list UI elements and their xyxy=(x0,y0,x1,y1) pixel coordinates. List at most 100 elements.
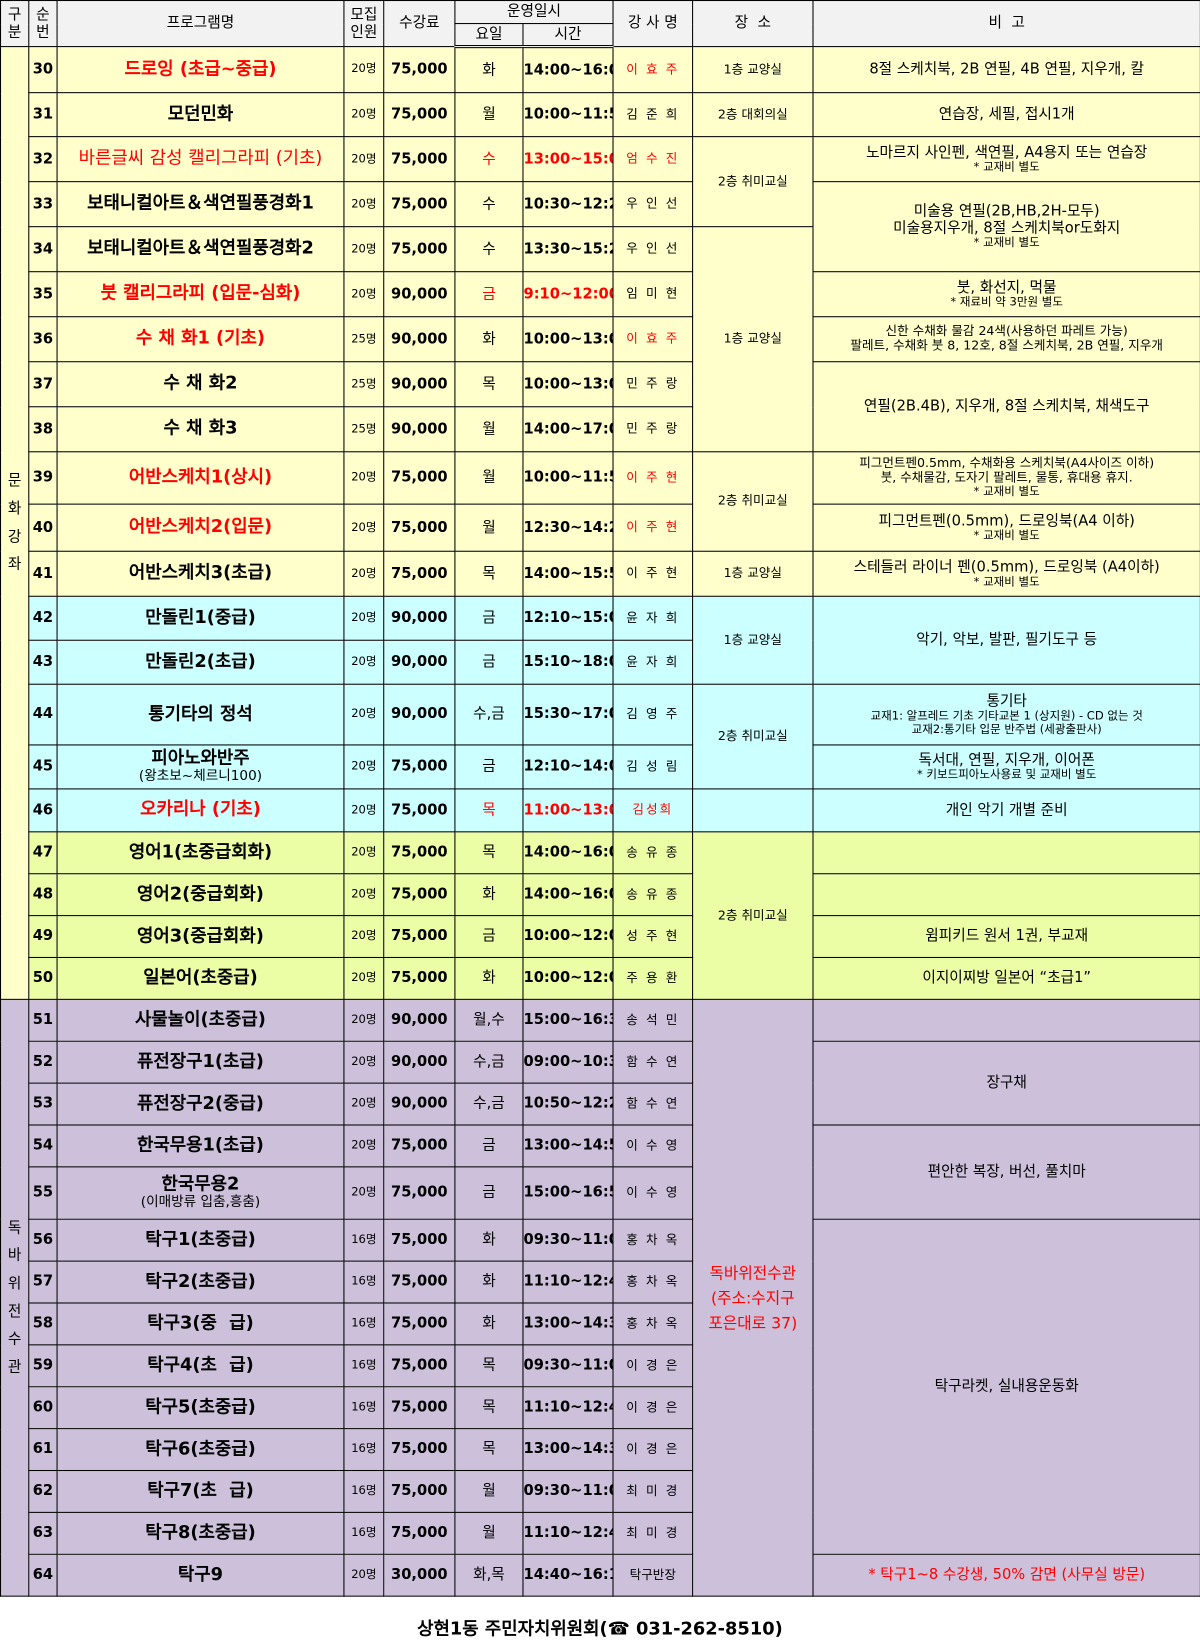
program-title: 한국무용2 xyxy=(161,1173,240,1195)
time: 9:10~12:00 xyxy=(522,271,614,318)
fee: 75,000 xyxy=(383,181,456,228)
program-name: 탁구5(초중급) xyxy=(56,1386,345,1430)
instructor: 이 경 은 xyxy=(612,1428,694,1472)
capacity: 20명 xyxy=(343,915,385,959)
capacity: 20명 xyxy=(343,831,385,875)
row-number: 57 xyxy=(28,1260,58,1304)
note-text: 신한 수채화 물감 24색(사용하던 파레트 가능) 팔레트, 수채화 붓 8,… xyxy=(850,323,1163,353)
day: 금 xyxy=(454,1166,524,1220)
time: 15:00~16:50 xyxy=(522,1166,614,1220)
program-name: 한국무용2 (이매방류 입춤,흥춤) xyxy=(56,1166,345,1220)
capacity: 16명 xyxy=(343,1344,385,1388)
location: 1층 교양실 xyxy=(692,46,814,94)
time: 13:00~14:30 xyxy=(522,1302,614,1346)
program-title: 수 채 화3 xyxy=(163,417,238,439)
row-number: 63 xyxy=(28,1511,58,1555)
program-name: 영어3(중급회화) xyxy=(56,915,345,959)
time: 13:30~15:20 xyxy=(522,226,614,273)
capacity: 20명 xyxy=(343,1040,385,1084)
fee: 75,000 xyxy=(383,92,456,138)
program-title: 어반스케치2(입문) xyxy=(128,516,273,538)
time: 09:30~11:00 xyxy=(522,1469,614,1513)
row-number: 37 xyxy=(28,361,58,408)
instructor: 민 주 랑 xyxy=(612,406,694,453)
day: 목 xyxy=(454,550,524,597)
note-subtext: * 교재비 별도 xyxy=(973,574,1040,589)
program-title: 퓨전장구2(중급) xyxy=(137,1092,264,1114)
note: 연습장, 세필, 접시1개 xyxy=(812,92,1200,138)
category-cell: 독 바 위 전 수 관 xyxy=(0,998,30,1597)
fee: 75,000 xyxy=(383,956,456,1000)
time: 14:00~17:00 xyxy=(522,406,614,453)
capacity: 25명 xyxy=(343,361,385,408)
note: 이지이찌방 일본어 “초급1” xyxy=(812,956,1200,1000)
program-title: 탁구8(초중급) xyxy=(145,1522,256,1543)
fee: 90,000 xyxy=(383,271,456,318)
time: 14:00~16:00 xyxy=(522,831,614,875)
instructor: 윤 자 희 xyxy=(612,639,694,685)
location: 2층 취미교실 xyxy=(692,451,814,552)
note: 개인 악기 개별 준비 xyxy=(812,788,1200,833)
program-name: 어반스케치3(초급) xyxy=(56,550,345,597)
program-title: 탁구9 xyxy=(177,1563,224,1585)
day: 목 xyxy=(454,1344,524,1388)
instructor: 이 경 은 xyxy=(612,1344,694,1388)
program-name: 오카리나 (기초) xyxy=(56,788,345,833)
program-name: 어반스케치2(입문) xyxy=(56,503,345,552)
note: 독서대, 연필, 지우개, 이어폰 * 키보드피아노사용료 및 교재비 별도 xyxy=(812,744,1200,790)
program-name: 만돌린1(중급) xyxy=(56,595,345,641)
row-number: 58 xyxy=(28,1302,58,1346)
day: 월 xyxy=(454,1469,524,1513)
fee: 30,000 xyxy=(383,1553,456,1597)
instructor: 최 미 경 xyxy=(612,1511,694,1555)
instructor: 우 인 선 xyxy=(612,226,694,273)
time: 10:00~13:00 xyxy=(522,316,614,363)
row-number: 36 xyxy=(28,316,58,363)
capacity: 20명 xyxy=(343,956,385,1000)
fee: 90,000 xyxy=(383,683,456,746)
capacity: 20명 xyxy=(343,92,385,138)
fee: 75,000 xyxy=(383,788,456,833)
note: 편안한 복장, 버선, 풀치마 xyxy=(812,1124,1200,1220)
day: 금 xyxy=(454,271,524,318)
program-name: 탁구3(중 급) xyxy=(56,1302,345,1346)
fee: 75,000 xyxy=(383,744,456,790)
capacity: 20명 xyxy=(343,1166,385,1220)
day: 금 xyxy=(454,744,524,790)
note-subtext: * 교재비 별도 xyxy=(973,235,1040,250)
fee: 75,000 xyxy=(383,1166,456,1220)
time: 10:30~12:20 xyxy=(522,181,614,228)
capacity: 20명 xyxy=(343,639,385,685)
program-title: 탁구4(초 급) xyxy=(147,1354,254,1376)
day: 목 xyxy=(454,831,524,875)
note: 장구채 xyxy=(812,1040,1200,1126)
row-number: 61 xyxy=(28,1428,58,1472)
program-name: 어반스케치1(상시) xyxy=(56,451,345,505)
program-title: 탁구1(초중급) xyxy=(145,1228,256,1250)
day: 목 xyxy=(454,788,524,833)
capacity: 20명 xyxy=(343,226,385,273)
capacity: 20명 xyxy=(343,550,385,597)
time: 12:10~14:00 xyxy=(522,744,614,790)
note-text: 탁구라켓, 실내용운동화 xyxy=(934,1378,1079,1396)
day: 월 xyxy=(454,1511,524,1555)
program-name: 탁구7(초 급) xyxy=(56,1469,345,1513)
instructor: 주 용 환 xyxy=(612,956,694,1000)
time: 10:00~11:50 xyxy=(522,451,614,505)
note-text: 8절 스케치북, 2B 연필, 4B 연필, 지우개, 칼 xyxy=(869,61,1145,78)
capacity: 20명 xyxy=(343,788,385,833)
note-text: 개인 악기 개별 준비 xyxy=(945,801,1068,819)
note: 악기, 악보, 발판, 필기도구 등 xyxy=(812,595,1200,685)
capacity: 20명 xyxy=(343,451,385,505)
capacity: 20명 xyxy=(343,1124,385,1168)
day: 화 xyxy=(454,1302,524,1346)
time: 13:00~14:30 xyxy=(522,1428,614,1472)
program-name: 탁구2(초중급) xyxy=(56,1260,345,1304)
instructor: 윤 자 희 xyxy=(612,595,694,641)
program-name: 퓨전장구1(초급) xyxy=(56,1040,345,1084)
row-number: 47 xyxy=(28,831,58,875)
